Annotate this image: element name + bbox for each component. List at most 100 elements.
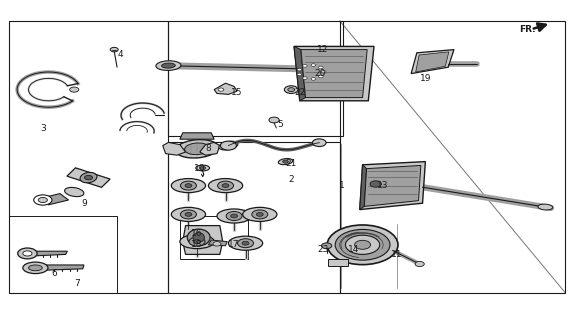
Polygon shape: [328, 259, 348, 266]
Ellipse shape: [243, 207, 277, 221]
Text: 21: 21: [286, 159, 297, 168]
Circle shape: [85, 175, 93, 180]
Circle shape: [303, 65, 307, 67]
Ellipse shape: [187, 229, 210, 246]
Polygon shape: [214, 83, 237, 94]
Ellipse shape: [538, 204, 553, 210]
Text: 2: 2: [288, 175, 294, 184]
Circle shape: [284, 86, 298, 93]
Circle shape: [297, 73, 301, 76]
Text: 17: 17: [228, 240, 240, 249]
Circle shape: [213, 242, 221, 246]
Polygon shape: [360, 162, 425, 210]
Circle shape: [38, 197, 47, 203]
Ellipse shape: [278, 158, 293, 165]
Ellipse shape: [171, 207, 206, 221]
Ellipse shape: [219, 141, 238, 150]
Circle shape: [355, 240, 371, 249]
Ellipse shape: [228, 236, 263, 250]
Text: 9: 9: [82, 199, 87, 208]
Text: 4: 4: [117, 50, 123, 59]
Ellipse shape: [156, 61, 181, 70]
Ellipse shape: [171, 179, 206, 193]
Circle shape: [110, 47, 118, 52]
Circle shape: [256, 212, 263, 216]
Circle shape: [415, 261, 424, 267]
Circle shape: [321, 71, 326, 73]
Circle shape: [225, 144, 232, 148]
Ellipse shape: [217, 209, 251, 223]
Circle shape: [288, 88, 295, 92]
Text: 16: 16: [191, 229, 203, 238]
Polygon shape: [411, 50, 454, 74]
Text: 12: 12: [317, 45, 328, 54]
Ellipse shape: [180, 235, 214, 249]
Bar: [168, 21, 343, 136]
Text: 22: 22: [294, 88, 305, 97]
Text: 11: 11: [391, 250, 403, 259]
Ellipse shape: [193, 233, 204, 242]
Circle shape: [231, 214, 238, 218]
Circle shape: [319, 75, 323, 78]
Polygon shape: [163, 142, 186, 155]
Ellipse shape: [65, 188, 84, 196]
Circle shape: [222, 184, 229, 188]
Circle shape: [321, 243, 332, 249]
Bar: [180, 216, 248, 259]
Circle shape: [311, 64, 316, 66]
Polygon shape: [416, 52, 449, 72]
Circle shape: [370, 181, 381, 187]
Ellipse shape: [80, 172, 97, 183]
Ellipse shape: [208, 179, 243, 193]
Bar: [168, 142, 340, 293]
Polygon shape: [183, 226, 223, 254]
Circle shape: [23, 251, 32, 256]
Polygon shape: [40, 265, 84, 270]
Bar: [340, 21, 565, 293]
Circle shape: [34, 195, 52, 205]
Text: 8: 8: [206, 144, 211, 153]
Text: FR.: FR.: [520, 25, 536, 34]
Circle shape: [218, 88, 224, 91]
Circle shape: [194, 240, 200, 244]
Circle shape: [18, 248, 37, 259]
Circle shape: [269, 117, 279, 123]
Text: 14: 14: [348, 245, 360, 254]
Text: 1: 1: [339, 181, 344, 190]
Text: 23: 23: [317, 245, 328, 254]
Circle shape: [242, 241, 249, 245]
Ellipse shape: [29, 265, 42, 271]
Text: 7: 7: [74, 279, 80, 288]
Text: 20: 20: [314, 69, 325, 78]
Text: 10: 10: [194, 164, 206, 172]
Circle shape: [345, 235, 380, 254]
Circle shape: [252, 210, 268, 219]
Circle shape: [299, 65, 324, 79]
Circle shape: [185, 212, 192, 216]
Circle shape: [297, 68, 301, 71]
Polygon shape: [301, 50, 367, 98]
Circle shape: [218, 181, 234, 190]
Circle shape: [189, 237, 205, 246]
Circle shape: [327, 225, 398, 265]
Polygon shape: [31, 251, 67, 256]
Circle shape: [335, 229, 390, 260]
Ellipse shape: [176, 140, 218, 158]
Circle shape: [200, 166, 206, 170]
Ellipse shape: [162, 63, 175, 68]
Circle shape: [304, 68, 318, 76]
Circle shape: [180, 210, 196, 219]
Circle shape: [220, 141, 236, 150]
Bar: [9, 216, 117, 293]
Text: 3: 3: [40, 124, 46, 132]
Text: 19: 19: [420, 74, 431, 83]
Polygon shape: [294, 46, 305, 101]
Circle shape: [303, 77, 307, 79]
Ellipse shape: [184, 143, 210, 155]
Polygon shape: [364, 165, 421, 206]
Polygon shape: [208, 240, 227, 246]
Circle shape: [312, 139, 326, 147]
Text: 18: 18: [191, 240, 203, 249]
Text: 6: 6: [51, 269, 57, 278]
Polygon shape: [294, 46, 374, 101]
